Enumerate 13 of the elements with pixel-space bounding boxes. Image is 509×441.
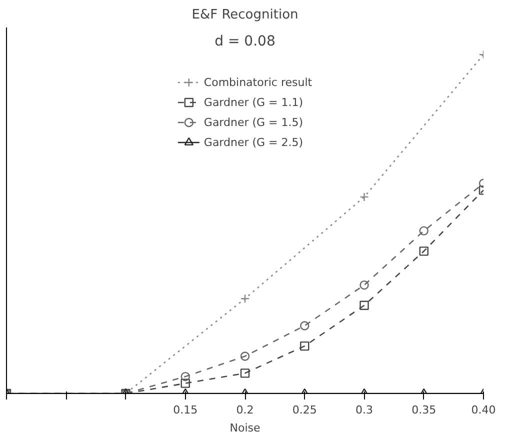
x-tick-label: 0.3 (356, 404, 374, 416)
x-tick-label: 0.40 (471, 404, 496, 416)
legend-label: Gardner (G = 1.5) (204, 116, 304, 128)
x-tick-label: 0.15 (173, 404, 198, 416)
legend-label: Combinatoric result (204, 76, 312, 88)
text: d = 0.08 (214, 34, 276, 50)
legend-label: Gardner (G = 1.1) (204, 96, 304, 108)
x-tick-label: 0.35 (412, 404, 436, 416)
x-tick-label: 0.2 (236, 404, 254, 416)
x-tick-label: 0.25 (292, 404, 317, 416)
legend-label: Gardner (G = 2.5) (204, 136, 304, 148)
x-axis-title: Noise (230, 422, 260, 434)
chart-title: E&F Recognition (192, 8, 298, 22)
